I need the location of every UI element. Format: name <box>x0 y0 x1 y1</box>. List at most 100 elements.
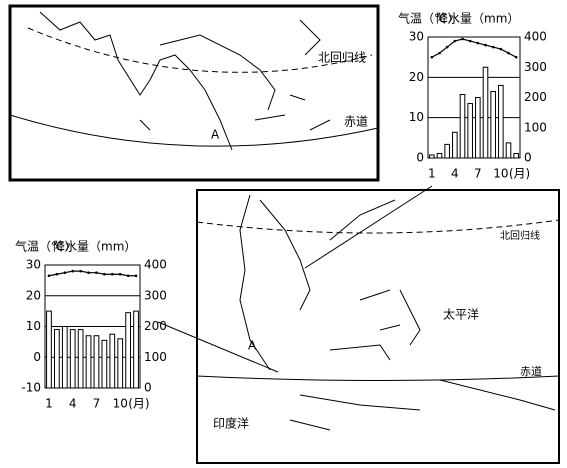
temperature-point <box>453 39 457 43</box>
y-tick-label: 10 <box>409 110 424 124</box>
temperature-point <box>110 272 114 276</box>
y-tick-label: 20 <box>26 288 41 302</box>
x-unit: (月) <box>509 167 530 181</box>
temperature-point <box>103 272 106 276</box>
precip-bar <box>452 131 458 159</box>
precip-bar <box>77 329 84 389</box>
coastline <box>239 194 556 431</box>
temperature-point <box>79 269 82 273</box>
x-unit: (月) <box>128 397 149 411</box>
x-tick-label: 10 <box>493 167 508 181</box>
temperature-point <box>484 43 487 47</box>
precip-bar <box>513 152 519 159</box>
temperature-point <box>87 271 90 274</box>
precip-bar <box>85 335 92 389</box>
temperature-line <box>431 38 517 58</box>
x-tick-label: 1 <box>428 167 436 181</box>
tropic-line <box>27 27 373 73</box>
precip-bar <box>46 310 52 389</box>
temperature-point <box>63 271 67 274</box>
y-tick-label: 20 <box>409 70 424 84</box>
temperature-point <box>514 55 518 59</box>
y2-tick-label: 100 <box>144 350 167 364</box>
precip-bar <box>505 142 512 159</box>
temperature-point <box>468 39 472 43</box>
map-frame <box>196 189 560 464</box>
tropic-label: 北回归线 <box>318 51 366 65</box>
temperature-point <box>438 51 441 55</box>
y-tick-label: 30 <box>26 258 41 272</box>
ocean-label: 印度洋 <box>213 416 249 431</box>
y2-axis-title: 降水量（mm） <box>53 240 136 254</box>
top-map: 北回归线 赤道 A <box>8 4 380 182</box>
temperature-point <box>47 274 51 278</box>
precip-bar <box>444 143 450 159</box>
precip-bar <box>61 326 68 389</box>
y2-tick-label: 0 <box>144 381 152 395</box>
temperature-line <box>48 270 137 277</box>
x-tick-label: 1 <box>45 397 53 411</box>
precip-bar <box>482 66 489 159</box>
x-tick-label: 7 <box>474 167 482 181</box>
coastline <box>39 11 331 151</box>
tropic-line <box>196 219 560 234</box>
y-tick-label: 0 <box>416 151 424 165</box>
temperature-point <box>55 272 59 276</box>
y2-tick-label: 200 <box>144 319 167 333</box>
precip-bar <box>101 339 108 389</box>
x-tick-label: 7 <box>93 397 101 411</box>
y-tick-label: 10 <box>26 319 41 333</box>
y2-tick-label: 300 <box>144 288 167 302</box>
leader-line <box>304 185 433 269</box>
precip-bar <box>467 103 473 159</box>
temperature-point <box>499 47 503 51</box>
temperature-point <box>71 269 75 273</box>
temperature-point <box>491 45 495 49</box>
y2-tick-label: 400 <box>144 258 167 272</box>
precip-bar <box>69 329 76 389</box>
y-tick-label: -10 <box>21 381 41 395</box>
ocean-label: 太平洋 <box>443 307 479 322</box>
plot-frame <box>427 36 521 159</box>
y2-tick-label: 300 <box>524 60 547 74</box>
temperature-point <box>134 274 138 278</box>
y2-tick-label: 400 <box>524 30 547 44</box>
tropic-label: 北回归线 <box>500 229 540 242</box>
precip-bar <box>109 333 116 389</box>
equator-label: 赤道 <box>520 364 542 378</box>
y-tick-label: 30 <box>409 30 424 44</box>
temperature-point <box>126 274 130 278</box>
point-label: A <box>211 128 220 142</box>
temperature-point <box>461 37 464 41</box>
equator-line <box>196 375 560 381</box>
precip-bar <box>475 97 481 159</box>
temperature-point <box>118 272 122 276</box>
equator-label: 赤道 <box>344 115 368 129</box>
x-tick-label: 10 <box>113 397 128 411</box>
precip-bar <box>125 312 131 389</box>
precip-bar <box>436 152 443 159</box>
y-axis-title: 气温（℃） <box>15 239 76 254</box>
precip-bar <box>93 335 100 389</box>
bottom-map: 北回归线 赤道 A 太平洋 印度洋 <box>196 189 560 464</box>
y2-tick-label: 200 <box>524 90 547 104</box>
equator-line <box>9 114 379 147</box>
temperature-point <box>507 51 510 55</box>
leader-line <box>157 321 279 373</box>
x-tick-label: 4 <box>69 397 77 411</box>
point-label: A <box>248 339 257 353</box>
precip-bar <box>459 93 466 159</box>
precip-bar <box>133 310 139 389</box>
temperature-point <box>445 45 449 49</box>
precip-bar <box>54 329 60 389</box>
precip-bar <box>498 84 504 159</box>
plot-frame <box>44 264 141 389</box>
precip-bar <box>490 90 496 159</box>
temperature-point <box>430 55 434 59</box>
x-tick-label: 4 <box>451 167 459 181</box>
y2-tick-label: 100 <box>524 120 547 134</box>
y-axis-title: 气温（℃） <box>398 11 459 26</box>
y2-tick-label: 0 <box>524 151 532 165</box>
temperature-point <box>476 41 480 45</box>
